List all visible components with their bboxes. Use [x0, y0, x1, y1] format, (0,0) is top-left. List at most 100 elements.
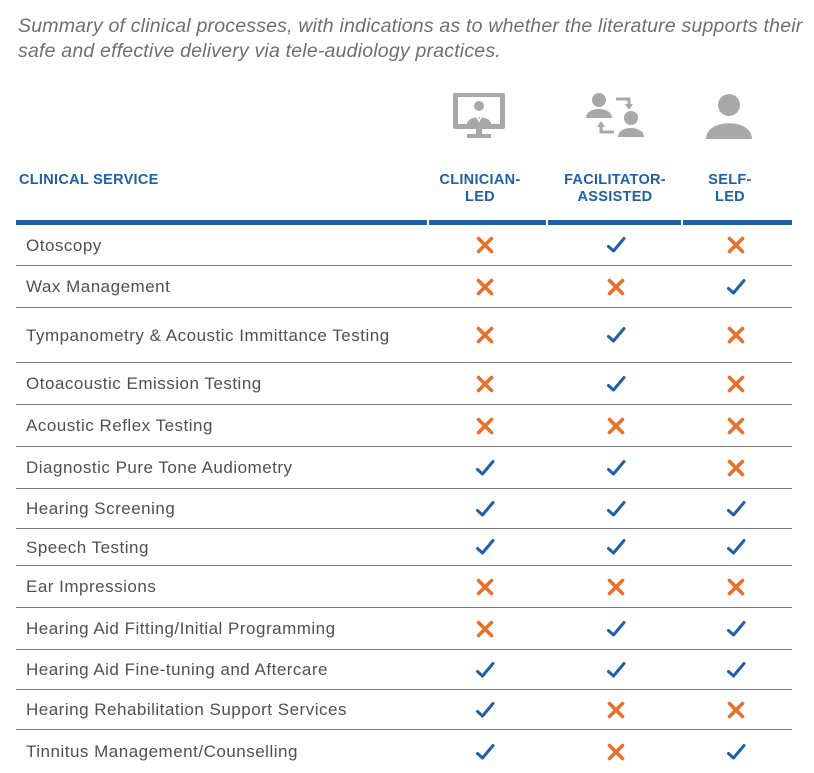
clinician-monitor-icon	[453, 93, 505, 138]
check-icon	[607, 237, 626, 253]
facilitator-assisted-mark	[605, 498, 627, 520]
service-name: Diagnostic Pure Tone Audiometry	[26, 458, 293, 477]
cross-icon	[727, 578, 745, 595]
cross-icon	[727, 459, 745, 476]
cross-icon	[476, 417, 494, 434]
service-name: Otoscopy	[26, 235, 102, 255]
self-led-mark	[725, 498, 747, 520]
table-row: Acoustic Reflex Testing	[16, 405, 792, 447]
divider-gap	[427, 220, 429, 225]
clinician-led-mark	[474, 324, 496, 346]
self-led-mark	[725, 741, 747, 763]
divider-gap	[681, 220, 683, 225]
person-icon	[706, 94, 752, 139]
table-row: Otoscopy	[16, 225, 792, 266]
check-icon	[476, 743, 495, 759]
self-led-mark	[725, 373, 747, 395]
table-row: Otoacoustic Emission Testing	[16, 363, 792, 405]
service-name: Wax Management	[26, 277, 171, 296]
check-icon	[476, 500, 495, 516]
self-led-mark	[725, 618, 747, 640]
table-row: Hearing Aid Fine-tuning and Aftercare	[16, 650, 792, 690]
cross-icon	[607, 743, 625, 760]
facilitator-assisted-mark	[605, 536, 627, 558]
check-icon	[607, 459, 626, 475]
facilitator-exchange-icon	[586, 93, 644, 137]
service-name: Tympanometry & Acoustic Immittance Testi…	[26, 325, 390, 345]
check-icon	[727, 661, 746, 677]
check-icon	[727, 743, 746, 759]
clinician-led-mark	[474, 457, 496, 479]
check-icon	[607, 327, 626, 343]
cross-icon	[476, 375, 494, 392]
clinician-led-mark	[474, 741, 496, 763]
divider-gap	[546, 220, 548, 225]
column-header-line: LED	[715, 189, 745, 205]
check-icon	[607, 661, 626, 677]
clinician-led-mark	[474, 536, 496, 558]
self-led-mark	[725, 576, 747, 598]
check-icon	[607, 375, 626, 391]
table-row: Ear Impressions	[16, 566, 792, 608]
self-led-mark	[725, 276, 747, 298]
service-name: Tinnitus Management/Counselling	[26, 742, 298, 761]
table-row: Wax Management	[16, 266, 792, 308]
facilitator-assisted-mark	[605, 324, 627, 346]
cross-icon	[476, 278, 494, 295]
check-icon	[476, 459, 495, 475]
cross-icon	[727, 417, 745, 434]
check-icon	[727, 278, 746, 294]
column-header-clinician-led: CLINICIAN- LED	[420, 172, 540, 206]
service-name: Hearing Rehabilitation Support Services	[26, 700, 347, 719]
facilitator-assisted-mark	[605, 415, 627, 437]
self-led-mark	[725, 457, 747, 479]
table-row: Speech Testing	[16, 529, 792, 566]
clinician-led-mark	[474, 415, 496, 437]
column-header-line: CLINICIAN-	[439, 172, 521, 188]
check-icon	[607, 539, 626, 555]
cross-icon	[476, 326, 494, 344]
cross-icon	[607, 578, 625, 595]
check-icon	[607, 620, 626, 636]
header-divider	[16, 220, 792, 225]
facilitator-assisted-mark	[605, 234, 627, 256]
table-row: Tinnitus Management/Counselling	[16, 730, 792, 773]
self-led-mark	[725, 659, 747, 681]
column-header-self-led: SELF- LED	[680, 172, 780, 206]
check-icon	[727, 539, 746, 555]
facilitator-assisted-mark	[605, 659, 627, 681]
self-led-mark	[725, 234, 747, 256]
self-led-mark	[725, 536, 747, 558]
check-icon	[727, 500, 746, 516]
clinician-led-mark	[474, 276, 496, 298]
clinician-led-mark	[474, 498, 496, 520]
column-header-line: FACILITATOR-	[564, 172, 666, 188]
table-row: Hearing Screening	[16, 489, 792, 529]
cross-icon	[607, 701, 625, 718]
facilitator-assisted-mark	[605, 576, 627, 598]
service-name: Hearing Aid Fine-tuning and Aftercare	[26, 660, 329, 679]
check-icon	[476, 539, 495, 555]
self-led-mark	[725, 699, 747, 721]
cross-icon	[476, 236, 494, 254]
self-led-mark	[725, 324, 747, 346]
self-led-mark	[725, 415, 747, 437]
table-row: Hearing Rehabilitation Support Services	[16, 690, 792, 730]
table-row: Diagnostic Pure Tone Audiometry	[16, 447, 792, 489]
cross-icon	[476, 620, 494, 637]
table-row: Hearing Aid Fitting/Initial Programming	[16, 608, 792, 650]
facilitator-assisted-mark	[605, 276, 627, 298]
cross-icon	[727, 701, 745, 718]
cross-icon	[727, 236, 745, 254]
facilitator-assisted-mark	[605, 699, 627, 721]
check-icon	[727, 620, 746, 636]
cross-icon	[476, 578, 494, 595]
clinician-led-mark	[474, 576, 496, 598]
facilitator-assisted-mark	[605, 741, 627, 763]
clinician-led-mark	[474, 659, 496, 681]
service-name: Hearing Screening	[26, 499, 176, 518]
facilitator-assisted-mark	[605, 373, 627, 395]
clinician-led-mark	[474, 618, 496, 640]
clinician-led-mark	[474, 234, 496, 256]
clinical-service-header: CLINICAL SERVICE	[19, 172, 159, 188]
